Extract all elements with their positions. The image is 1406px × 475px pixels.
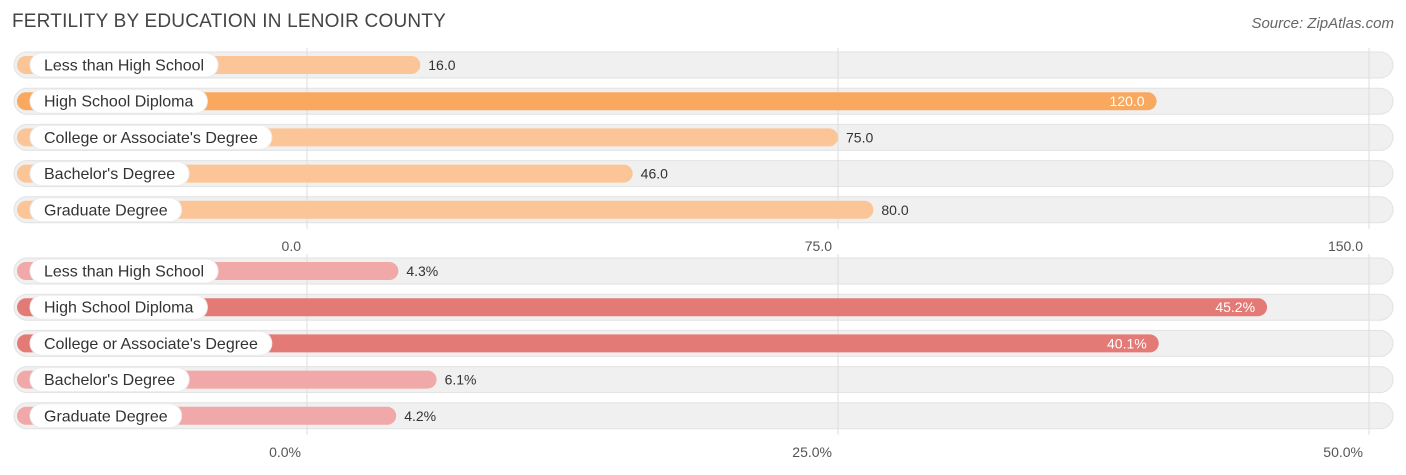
- category-label-pill: [29, 52, 219, 78]
- x-tick-label: 75.0: [805, 238, 832, 254]
- category-label-pill: [29, 403, 183, 429]
- value-label: 120.0: [1110, 93, 1145, 109]
- bar-graduate-degree: [17, 200, 874, 219]
- source-note: Source: ZipAtlas.com: [1251, 15, 1394, 32]
- value-label: 6.1%: [445, 372, 477, 388]
- x-tick-label: 50.0%: [1323, 444, 1363, 460]
- value-label: 16.0: [428, 57, 455, 73]
- value-label: 46.0: [641, 166, 668, 182]
- chart-panel-1: Less than High School 16.0 High School Dip…: [13, 48, 1394, 254]
- category-label-pill: [29, 161, 190, 187]
- value-label: 75.0: [846, 129, 873, 145]
- value-label: 45.2%: [1215, 299, 1255, 315]
- category-label-pill: [29, 294, 208, 320]
- value-label: 80.0: [881, 202, 908, 218]
- value-label: 40.1%: [1107, 335, 1147, 351]
- category-label-pill: [29, 367, 190, 393]
- category-label-pill: [29, 197, 183, 223]
- category-label-pill: [29, 88, 208, 114]
- value-label: 4.3%: [406, 263, 438, 279]
- chart-panel-2: Less than High School 4.3% High School Dip…: [13, 254, 1394, 460]
- category-label: Bachelor's Degree: [44, 166, 175, 183]
- x-tick-label: 25.0%: [792, 444, 832, 460]
- category-label: High School Diploma: [44, 300, 194, 317]
- category-label: Graduate Degree: [44, 408, 168, 425]
- x-tick-label: 150.0: [1328, 238, 1363, 254]
- x-tick-label: 0.0: [282, 238, 302, 254]
- bar-high-school-diploma: [17, 298, 1268, 317]
- chart-title: FERTILITY BY EDUCATION IN LENOIR COUNTY: [12, 11, 446, 32]
- category-label: College or Associate's Degree: [44, 336, 258, 353]
- category-label: Graduate Degree: [44, 202, 168, 219]
- category-label: Less than High School: [44, 58, 204, 75]
- category-label: Bachelor's Degree: [44, 372, 175, 389]
- value-label: 4.2%: [404, 408, 436, 424]
- category-label: Less than High School: [44, 264, 204, 281]
- category-label-pill: [29, 330, 273, 356]
- category-label-pill: [29, 124, 273, 150]
- category-label: High School Diploma: [44, 94, 194, 111]
- category-label: College or Associate's Degree: [44, 130, 258, 147]
- bar-high-school-diploma: [17, 92, 1157, 111]
- bar-college-or-associate-s-degree: [17, 334, 1159, 353]
- x-tick-label: 0.0%: [269, 444, 301, 460]
- category-label-pill: [29, 258, 219, 284]
